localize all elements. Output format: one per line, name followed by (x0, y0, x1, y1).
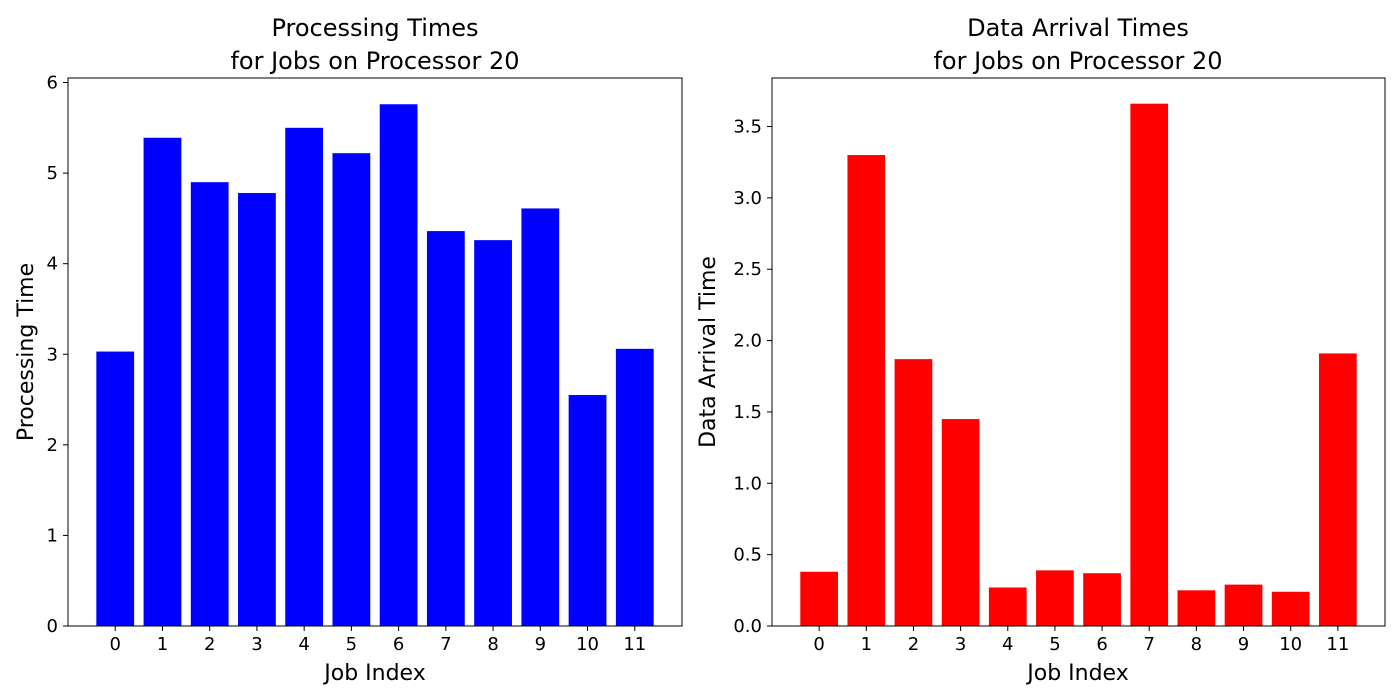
bar-job-4 (988, 587, 1027, 626)
y-axis-ticks: 0.0 0.5 1.0 1.5 2.0 2.5 3.0 3.5 (733, 117, 772, 637)
bars (96, 104, 654, 627)
x-tick-label: 10 (1279, 634, 1302, 655)
y-tick-label: 0 (47, 616, 58, 637)
bar-job-9 (521, 208, 560, 626)
bar-job-5 (332, 153, 371, 626)
chart-title-line-1: Data Arrival Times (967, 14, 1189, 42)
x-tick-label: 1 (861, 634, 872, 655)
x-tick-label: 11 (1326, 634, 1349, 655)
x-tick-label: 4 (298, 634, 309, 655)
x-tick-label: 7 (1144, 634, 1155, 655)
y-tick-label: 2 (47, 435, 58, 456)
x-tick-label: 5 (1049, 634, 1060, 655)
x-tick-label: 10 (576, 634, 599, 655)
y-tick-label: 3.0 (733, 188, 762, 209)
x-tick-label: 2 (908, 634, 919, 655)
x-tick-label: 6 (393, 634, 404, 655)
bar-job-6 (379, 104, 418, 626)
x-axis-label: Job Index (322, 661, 425, 686)
x-tick-label: 9 (535, 634, 546, 655)
y-tick-label: 1.0 (733, 473, 762, 494)
bar-job-6 (1083, 573, 1121, 626)
y-tick-label: 1 (47, 525, 58, 546)
y-tick-label: 3.5 (733, 117, 762, 138)
bar-job-8 (474, 240, 512, 626)
x-tick-label: 8 (1191, 634, 1202, 655)
bar-job-2 (894, 359, 933, 626)
x-tick-label: 4 (1002, 634, 1013, 655)
y-tick-label: 0.0 (733, 616, 762, 637)
plot-frame (67, 77, 683, 627)
x-axis-ticks: 0 1 2 3 4 5 6 7 8 9 10 11 (110, 626, 646, 655)
x-axis-ticks: 0 1 2 3 4 5 6 7 8 9 10 11 (813, 626, 1349, 655)
x-tick-label: 2 (204, 634, 215, 655)
chart-title-line-2: for Jobs on Processor 20 (230, 47, 519, 75)
y-tick-label: 4 (47, 254, 58, 275)
bar-job-9 (1224, 584, 1263, 626)
chart-processing-times: Processing Times for Jobs on Processor 2… (14, 14, 683, 686)
bar-job-8 (1177, 590, 1216, 626)
x-tick-label: 6 (1096, 634, 1107, 655)
bar-job-10 (568, 395, 607, 626)
y-tick-label: 6 (47, 73, 58, 94)
bar-job-1 (143, 137, 182, 626)
bar-job-3 (941, 419, 980, 626)
y-tick-label: 1.5 (733, 402, 762, 423)
bar-job-7 (426, 231, 465, 626)
bar-job-0 (96, 351, 135, 626)
x-tick-label: 9 (1238, 634, 1249, 655)
bar-job-10 (1271, 591, 1310, 626)
x-tick-label: 3 (251, 634, 262, 655)
y-tick-label: 2.5 (733, 259, 762, 280)
plot-frame (771, 77, 1386, 627)
x-tick-label: 3 (955, 634, 966, 655)
x-tick-label: 0 (813, 634, 824, 655)
chart-title-line-1: Processing Times (271, 14, 478, 42)
bar-job-0 (800, 571, 839, 626)
bar-job-4 (285, 127, 324, 626)
x-tick-label: 8 (487, 634, 498, 655)
chart-title-line-2: for Jobs on Processor 20 (933, 47, 1222, 75)
x-tick-label: 5 (346, 634, 357, 655)
x-tick-label: 1 (157, 634, 168, 655)
y-tick-label: 0.5 (733, 545, 762, 566)
bars (800, 103, 1357, 626)
bar-job-11 (1318, 353, 1357, 626)
y-tick-label: 5 (47, 163, 58, 184)
bar-job-7 (1130, 103, 1169, 626)
bar-job-3 (238, 193, 276, 626)
y-axis-ticks: 0 1 2 3 4 5 6 (47, 73, 68, 637)
x-tick-label: 11 (623, 634, 646, 655)
bar-job-2 (190, 182, 229, 627)
bar-job-1 (847, 155, 886, 626)
bar-job-11 (615, 348, 654, 626)
y-axis-label: Processing Time (14, 263, 39, 441)
y-tick-label: 2.0 (733, 331, 762, 352)
x-axis-label: Job Index (1025, 661, 1128, 686)
x-tick-label: 0 (110, 634, 121, 655)
chart-data-arrival-times: Data Arrival Times for Jobs on Processor… (696, 14, 1386, 686)
y-tick-label: 3 (47, 344, 58, 365)
bar-job-5 (1036, 570, 1074, 626)
y-axis-label: Data Arrival Time (696, 256, 721, 448)
x-tick-label: 7 (440, 634, 451, 655)
